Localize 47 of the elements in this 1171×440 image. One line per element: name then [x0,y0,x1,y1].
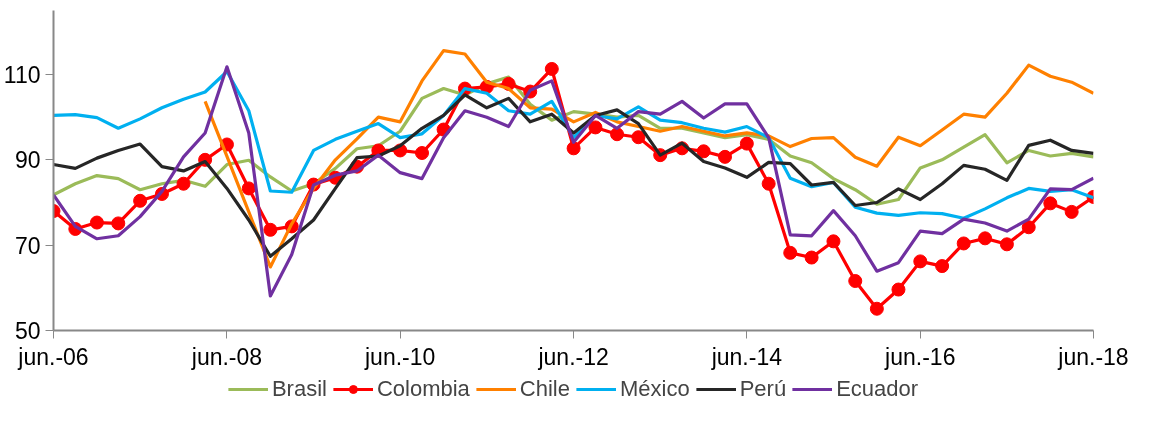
point [241,181,256,196]
y-tick-label: 70 [14,232,41,259]
point [1043,196,1058,211]
legend-label: Ecuador [836,376,919,402]
point [956,236,971,251]
point [869,301,884,316]
point [696,144,711,159]
point [263,222,278,237]
x-tick-label: jun.-16 [884,343,956,370]
point [739,136,754,151]
point [848,274,863,288]
point [610,127,625,142]
y-tick-label: 110 [3,62,41,88]
point [783,245,798,260]
legend-label: Chile [519,376,570,402]
point [566,141,581,156]
point [891,282,906,297]
point [978,231,993,246]
point [935,259,950,274]
point [631,130,646,145]
x-tick-label: jun.-12 [537,343,609,370]
point [89,215,104,230]
point [913,254,928,269]
legend-label: México [619,376,690,402]
y-tick-label: 50 [14,318,41,344]
x-tick-label: jun.-08 [190,343,263,370]
x-tick-label: jun.-18 [1057,343,1129,370]
point [111,216,126,231]
point [1064,204,1079,219]
point [826,234,841,249]
legend-label: Brasil [271,376,327,402]
point [761,176,776,191]
point [1021,220,1036,235]
point [176,176,191,191]
x-tick-label: jun.-14 [710,343,783,370]
x-tick-label: jun.-06 [17,343,89,370]
y-tick-label: 90 [14,147,41,174]
point [133,193,148,208]
point [544,61,559,76]
point [588,120,603,135]
x-tick-label: jun.-10 [364,343,436,370]
legend-label: Colombia [376,376,470,402]
legend-label: Perú [739,376,787,402]
point [718,149,732,164]
point [415,146,429,160]
point [999,237,1014,252]
point [804,250,819,265]
